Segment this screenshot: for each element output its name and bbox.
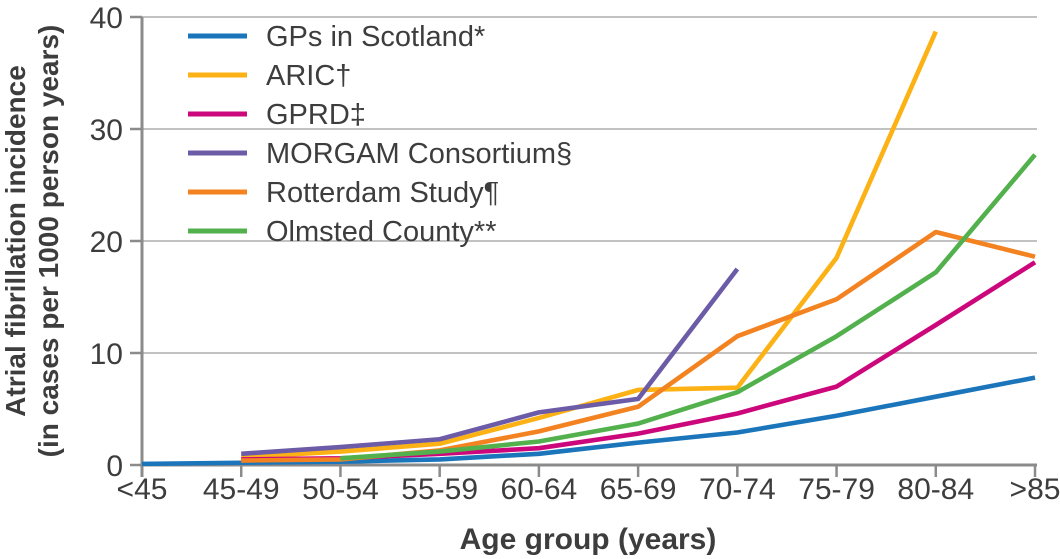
y-tick-label: 0 [106,450,123,483]
y-axis-title-line1: Atrial fibrillation incidence [0,65,31,417]
legend-item-2: ARIC† [188,60,351,92]
x-tick-label: 45-49 [203,473,280,506]
series-line-olmsted-county- [340,153,1037,461]
legend-label: Olmsted County** [266,216,497,248]
x-tick-label: 65-69 [600,473,677,506]
series-line-gprd- [241,260,1037,462]
y-tick-label: 40 [90,2,123,35]
y-tick-label: 10 [90,338,123,371]
legend-item-3: GPRD‡ [188,99,366,131]
x-tick-label: 55-59 [401,473,478,506]
legend-label: Rotterdam Study¶ [266,177,499,209]
y-tick-label: 30 [90,114,123,147]
x-tick-label: <45 [117,473,168,506]
x-tick-label: 75-79 [798,473,875,506]
series-line-morgam-consortium- [241,267,740,457]
series-line-rotterdam-study- [241,229,1036,463]
legend-item-4: MORGAM Consortium§ [188,138,572,170]
legend-item-5: Rotterdam Study¶ [188,177,499,209]
legend-label: GPs in Scotland* [266,21,485,53]
legend-label: MORGAM Consortium§ [266,138,572,170]
x-tick-label: 60-64 [501,473,578,506]
x-tick-label: 50-54 [302,473,379,506]
y-tick-label: 20 [90,226,123,259]
x-tick-label: 70-74 [699,473,776,506]
x-tick-label: 80-84 [897,473,974,506]
x-axis-title: Age group (years) [460,523,717,556]
legend-item-6: Olmsted County** [188,216,497,248]
y-axis-title-line2: (in cases per 1000 person years) [33,25,64,458]
legend-label: ARIC† [266,60,351,92]
legend-item-1: GPs in Scotland* [188,21,485,53]
x-tick-label: >85 [1010,473,1060,506]
legend-label: GPRD‡ [266,99,366,131]
